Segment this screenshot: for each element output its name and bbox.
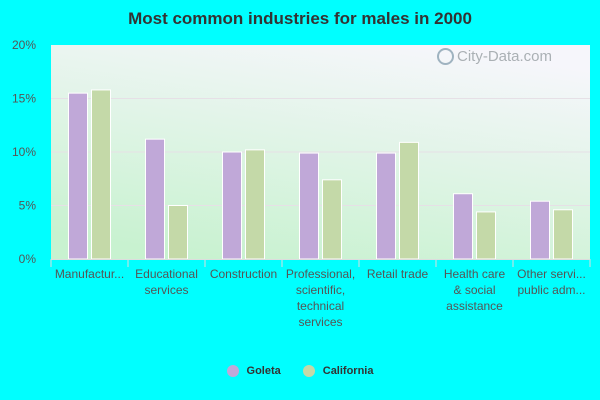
legend-swatch-california (302, 365, 315, 377)
x-tick-label-line: scientific, (295, 283, 346, 297)
x-tick-label-line: Retail trade (366, 267, 429, 281)
legend-item-california: California (302, 365, 374, 377)
x-tick-label: Construction (205, 266, 282, 282)
bar-goleta (299, 152, 319, 260)
x-tick-label-line: Educational (135, 267, 198, 281)
bar-california (399, 141, 419, 260)
x-tick-label-line: assistance (446, 299, 503, 313)
x-tick-label: Retail trade (359, 266, 436, 282)
x-tick-label: Professional, scientific, technical service… (282, 266, 359, 330)
watermark: City-Data.com (437, 48, 552, 65)
bar-goleta (530, 200, 550, 260)
bar-goleta (145, 138, 165, 260)
bar-california (476, 211, 496, 260)
legend-label-goleta: Goleta (246, 365, 281, 377)
x-tick-label-line: services (298, 315, 343, 329)
bar-california (553, 209, 573, 260)
bar-california (91, 89, 111, 260)
x-tick-label-line: public adm... (517, 283, 586, 297)
legend-label-california: California (322, 365, 374, 377)
x-tick-label-line: Manufactur... (54, 267, 125, 281)
y-tick-label: 0% (19, 252, 37, 266)
bar-goleta (68, 92, 88, 260)
y-tick-label: 20% (12, 38, 36, 52)
bar-california (168, 205, 188, 260)
x-tick-label: Manufactur... (51, 266, 128, 282)
bar-goleta (376, 152, 396, 260)
x-tick-label-line: & social (453, 283, 496, 297)
bar-goleta (222, 151, 242, 260)
legend: Goleta California (0, 365, 600, 377)
bar-california (322, 179, 342, 260)
chart-title: Most common industries for males in 2000 (128, 9, 472, 28)
x-tick-label: Other servi... public adm... (513, 266, 590, 298)
x-tick-label-line: Construction (209, 267, 278, 281)
x-tick-label-line: Professional, (285, 267, 356, 281)
x-tick-label-line: Health care (443, 267, 506, 281)
y-tick-label: 10% (12, 145, 36, 159)
x-tick-label-line: services (144, 283, 189, 297)
bar-california (245, 149, 265, 260)
legend-swatch-goleta (226, 365, 239, 377)
x-tick-label: Educational services (128, 266, 205, 298)
x-tick-label: Health care & social assistance (436, 266, 513, 314)
legend-item-goleta: Goleta (226, 365, 281, 377)
magnifier-chart-icon (437, 48, 454, 65)
x-tick-label-line: technical (296, 299, 345, 313)
watermark-text: City-Data.com (457, 48, 553, 65)
x-tick-label-line: Other servi... (517, 267, 586, 281)
y-tick-label: 5% (19, 199, 37, 213)
bar-goleta (453, 193, 473, 260)
y-tick-label: 15% (12, 92, 36, 106)
